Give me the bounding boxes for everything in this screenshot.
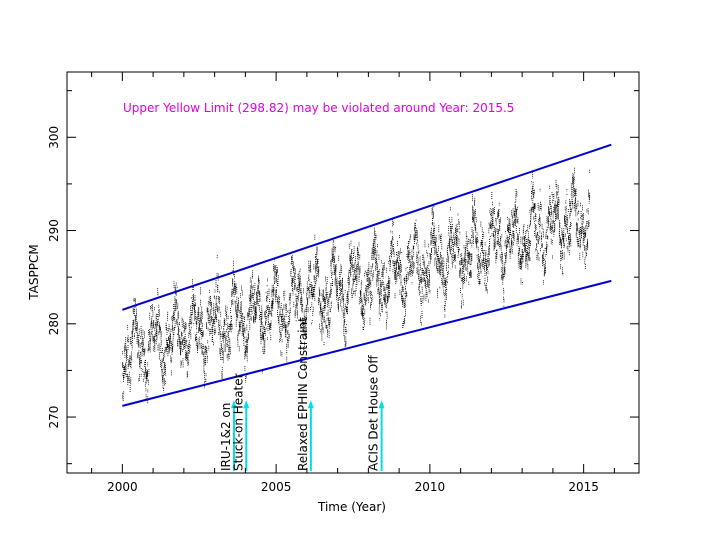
event-arrowhead xyxy=(307,400,314,409)
event-label: Relaxed EPHIN Constraint xyxy=(296,317,310,471)
trend-line xyxy=(122,143,612,311)
scatter-series xyxy=(122,167,591,404)
event-arrowhead xyxy=(243,400,250,409)
y-tick-label: 270 xyxy=(47,406,61,429)
x-ticks: 2000 2005 2010 2015 xyxy=(91,72,615,494)
x-tick-label: 2015 xyxy=(568,480,599,494)
event-arrowhead xyxy=(230,400,237,409)
x-tick-label: 2000 xyxy=(107,480,138,494)
event-arrowhead xyxy=(378,400,385,409)
trend-lines xyxy=(122,143,612,407)
y-tick-label: 300 xyxy=(47,126,61,149)
event-label: Stuck-on Heater xyxy=(231,373,245,471)
limit-annotation: Upper Yellow Limit (298.82) may be viola… xyxy=(123,101,514,115)
x-tick-label: 2010 xyxy=(415,480,446,494)
y-axis-label: TASPPCM xyxy=(27,244,41,300)
trend-line xyxy=(122,279,612,407)
x-tick-label: 2005 xyxy=(261,480,292,494)
y-tick-label: 280 xyxy=(47,312,61,335)
y-ticks: 270 280 290 300 xyxy=(47,90,639,465)
x-axis-label: Time (Year) xyxy=(317,500,386,514)
event-label: ACIS Det House Off xyxy=(367,355,381,471)
y-tick-label: 290 xyxy=(47,219,61,242)
event-label: IRU-1&2 on xyxy=(219,403,233,471)
plot-frame xyxy=(66,71,640,474)
scatter-points xyxy=(122,167,591,404)
